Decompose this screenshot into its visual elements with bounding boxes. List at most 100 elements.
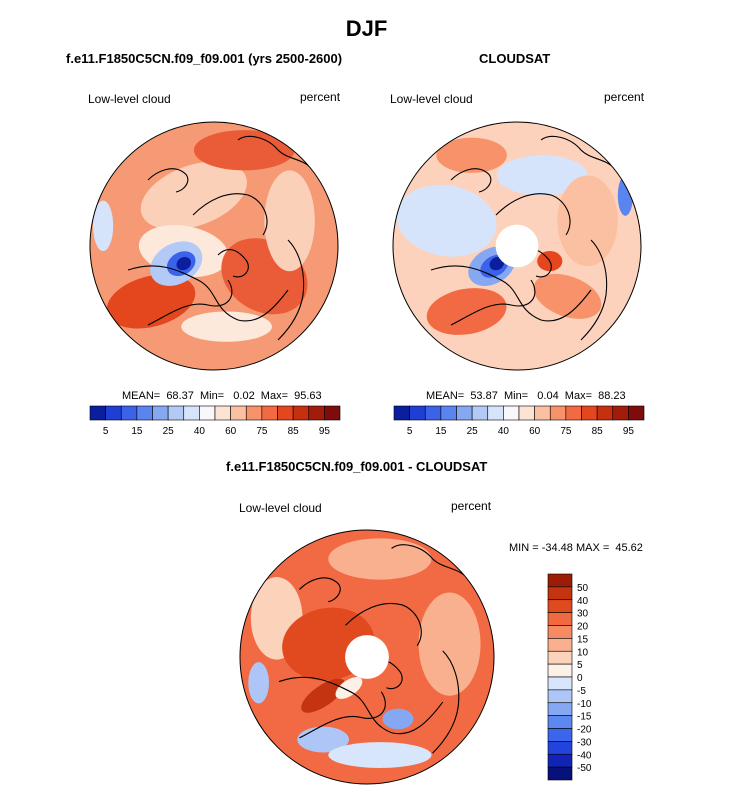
left-units-label: percent <box>300 90 341 104</box>
coastline <box>127 265 289 322</box>
colorbar-box <box>547 612 573 626</box>
left-panel-title: f.e11.F1850C5CN.f09_f09.001 (yrs 2500-26… <box>66 51 343 66</box>
field-region <box>193 130 295 171</box>
colorbar-tick-label: 85 <box>592 426 604 437</box>
coastline <box>299 577 341 603</box>
colorbar-tick-label: 85 <box>288 426 300 437</box>
coastline <box>432 650 460 754</box>
colorbar-box <box>292 405 310 421</box>
colorbar-box <box>547 689 573 704</box>
field-region <box>436 137 507 173</box>
colorbar-box <box>547 728 573 742</box>
coastline <box>299 691 386 739</box>
field-region <box>181 311 272 342</box>
colorbar-box <box>456 405 473 421</box>
diff-polar-map <box>239 529 495 785</box>
colorbar-box <box>183 405 200 421</box>
diff-panel-title: f.e11.F1850C5CN.f09_f09.001 - CLOUDSAT <box>226 459 488 474</box>
field-region <box>396 184 497 257</box>
colorbar-box <box>547 650 573 665</box>
colorbar-tick-label: 0 <box>577 673 583 684</box>
colorbar-tick-label: 60 <box>225 426 237 437</box>
colorbar-box <box>230 405 247 421</box>
coastline <box>217 249 249 278</box>
colorbar-box <box>547 715 573 729</box>
colorbar-tick-label: 10 <box>577 647 589 658</box>
colorbar-tick-label: -5 <box>577 686 586 697</box>
colorbar-box <box>261 405 278 421</box>
colorbar-box <box>518 405 535 421</box>
colorbar-tick-label: 40 <box>498 426 510 437</box>
colorbar-tick-label: 5 <box>577 660 583 671</box>
colorbar-box <box>547 638 573 652</box>
field-region <box>426 288 507 335</box>
coastline <box>345 602 422 647</box>
colorbar-box <box>581 405 598 421</box>
colorbar-tick-label: 25 <box>467 426 479 437</box>
colorbar-box <box>549 405 567 421</box>
field-region <box>533 273 602 319</box>
colorbar-box <box>565 405 582 421</box>
colorbar-tick-label: 25 <box>163 426 175 437</box>
colorbar-tick-label: 15 <box>577 634 589 645</box>
field-region <box>328 538 432 580</box>
colorbar-box <box>547 702 573 716</box>
figure-title: DJF <box>345 16 388 41</box>
colorbar-tick-label: 75 <box>560 426 572 437</box>
colorbar-tick-label: -40 <box>577 750 592 761</box>
colorbar-tick-label: -10 <box>577 699 592 710</box>
colorbar-box <box>105 405 122 421</box>
field-region <box>328 742 432 768</box>
field-region <box>335 677 363 699</box>
colorbar-tick-label: 5 <box>407 426 413 437</box>
left-polar-map <box>89 121 339 371</box>
coastline <box>495 193 571 236</box>
colorbar-box <box>547 586 573 601</box>
field-region <box>106 274 196 329</box>
field-region <box>382 708 414 730</box>
colorbar-tick-label: 60 <box>529 426 541 437</box>
coastline <box>430 265 592 322</box>
coastline <box>391 544 469 580</box>
colorbar-tick-label: 40 <box>577 596 589 607</box>
colorbar-box <box>424 405 442 421</box>
diff-units-label: percent <box>451 499 492 513</box>
pole-hole <box>345 635 389 679</box>
left-stats-label: MEAN= 68.37 Min= 0.02 Max= 95.63 <box>122 390 322 402</box>
colorbar-box <box>167 405 185 421</box>
diff-stats-label: MIN = -34.48 MAX = 45.62 <box>509 542 643 554</box>
field-region <box>297 726 349 753</box>
field-region <box>557 175 618 267</box>
field-region <box>176 257 192 271</box>
colorbar-box <box>487 405 504 421</box>
colorbar-box <box>409 405 426 421</box>
colorbar-box <box>547 573 573 588</box>
colorbar-box <box>324 405 341 421</box>
colorbar-box <box>199 405 216 421</box>
field-region <box>264 170 315 272</box>
coastline <box>237 135 314 171</box>
colorbar-box <box>440 405 457 421</box>
field-region <box>301 678 346 713</box>
colorbar-box <box>547 599 573 613</box>
colorbar-tick-label: -50 <box>577 763 592 774</box>
colorbar-box <box>612 405 629 421</box>
colorbar-box <box>152 405 169 421</box>
right-panel-title: CLOUDSAT <box>479 51 551 66</box>
colorbar-box <box>547 676 573 691</box>
colorbar-tick-label: 50 <box>577 583 589 594</box>
map-boundary <box>89 121 339 371</box>
left-colorbar: 5 15 25 40 60 75 85 95 <box>89 405 341 437</box>
pole-hole <box>495 224 539 268</box>
coastline <box>450 279 536 326</box>
colorbar-box <box>393 405 410 421</box>
colorbar-tick-label: -20 <box>577 725 592 736</box>
colorbar-box <box>471 405 489 421</box>
coastline <box>147 168 189 193</box>
colorbar-tick-label: 95 <box>623 426 635 437</box>
right-units-label: percent <box>604 90 645 104</box>
colorbar-box <box>308 405 325 421</box>
colorbar-box <box>277 405 294 421</box>
field-region <box>489 257 505 271</box>
